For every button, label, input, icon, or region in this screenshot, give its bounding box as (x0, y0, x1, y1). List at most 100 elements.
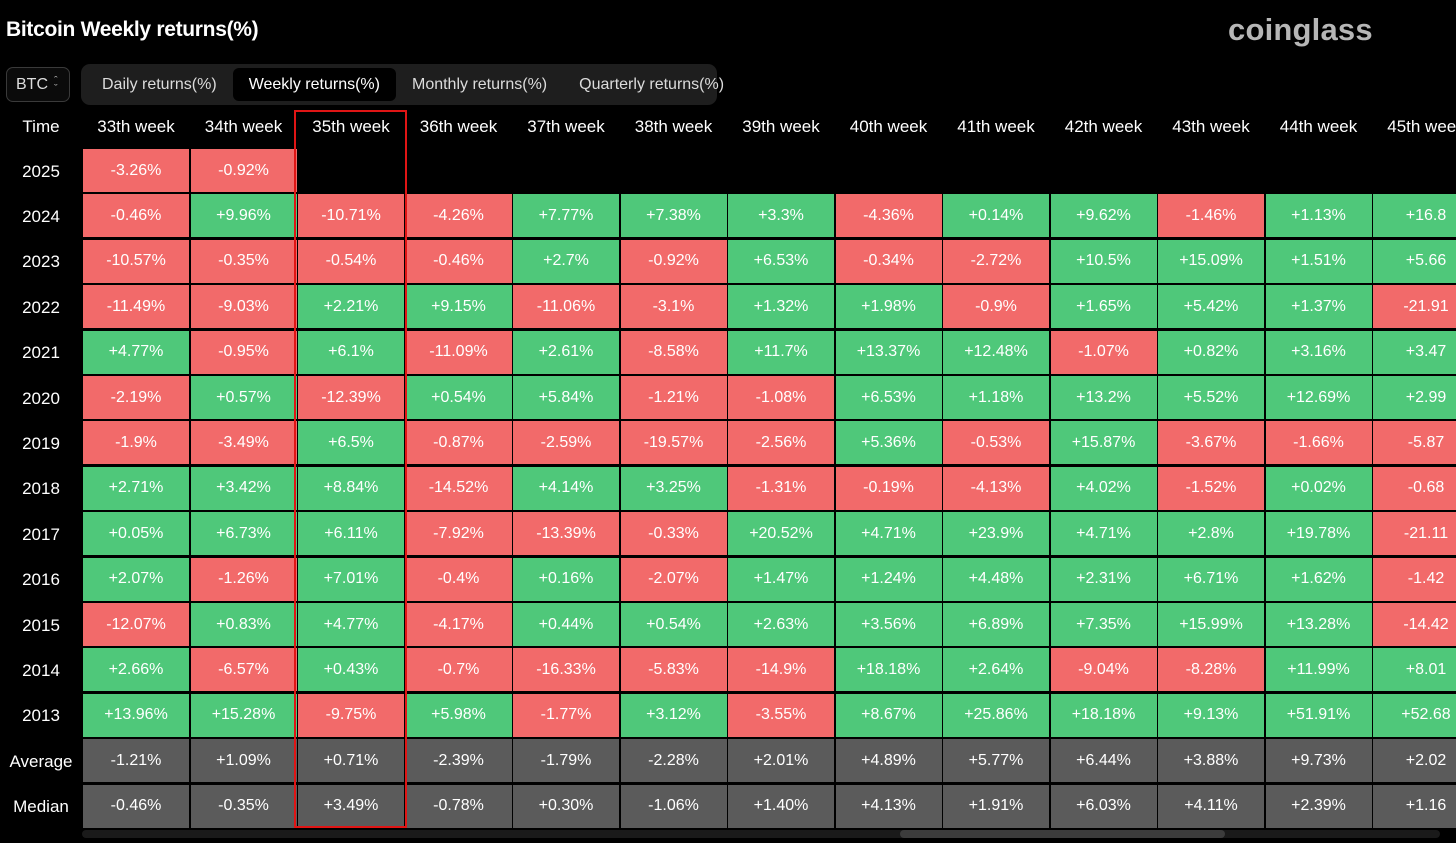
return-cell: +18.18% (835, 648, 942, 692)
return-cell: -0.87% (405, 421, 512, 465)
return-cell: -0.53% (943, 421, 1049, 465)
return-cell: +2.63% (728, 603, 834, 646)
return-cell: -0.19% (835, 466, 942, 510)
table-row: 2017 +0.05% +6.73% +6.11% -7.92% -13.39% -0.33… (0, 512, 1456, 557)
horizontal-scrollbar-track[interactable] (82, 830, 1440, 838)
return-cell: -12.07% (83, 603, 189, 646)
return-cell: +4.71% (1050, 512, 1157, 556)
return-cell: +20.52% (728, 512, 834, 556)
return-cell: +1.65% (1050, 285, 1157, 329)
return-cell: +1.40% (728, 784, 834, 828)
summary-row: Average -1.21% +1.09% +0.71% -2.39% -1.79% -2.… (0, 739, 1456, 784)
horizontal-scrollbar-thumb[interactable] (900, 830, 1225, 838)
return-cell: +3.25% (620, 466, 727, 510)
return-cell: +0.54% (405, 376, 512, 419)
return-cell: -11.49% (83, 285, 189, 329)
weekly-returns-table: Time 33th week 34th week 35th week 36th week… (0, 108, 1456, 830)
return-cell: +1.24% (835, 557, 942, 601)
return-cell: -5.87 (1373, 421, 1456, 465)
return-cell: +1.13% (1265, 194, 1372, 238)
summary-row: Median -0.46% -0.35% +3.49% -0.78% +0.30% -1.0… (0, 784, 1456, 830)
return-cell: -13.39% (513, 512, 619, 556)
tab-monthly-returns[interactable]: Monthly returns(%) (411, 75, 548, 93)
brand-logo: coinglass (1228, 12, 1373, 47)
tab-weekly-returns[interactable]: Weekly returns(%) (232, 68, 396, 101)
column-header: 37th week (527, 117, 605, 136)
return-cell: +8.84% (298, 466, 404, 510)
column-header: 33th week (97, 117, 175, 136)
return-cell: +4.71% (835, 512, 942, 556)
return-cell: +7.77% (513, 194, 619, 238)
return-cell: -1.21% (83, 739, 189, 783)
row-label: 2017 (22, 524, 60, 544)
table-row: 2023 -10.57% -0.35% -0.54% -0.46% +2.7% -0.92%… (0, 239, 1456, 285)
return-cell: +4.14% (513, 466, 619, 510)
return-cell: +2.64% (943, 648, 1049, 692)
return-cell: +1.98% (835, 285, 942, 329)
return-cell: +11.99% (1265, 648, 1372, 692)
return-cell: -1.31% (728, 466, 834, 510)
return-cell: -2.56% (728, 421, 834, 465)
return-cell: -3.55% (728, 693, 834, 737)
return-cell: -1.46% (1158, 194, 1264, 238)
row-label: 2020 (22, 388, 60, 408)
return-cell: +0.14% (943, 194, 1049, 238)
return-cell: +0.54% (620, 603, 727, 646)
table-header-row: Time 33th week 34th week 35th week 36th week… (0, 108, 1456, 153)
return-cell: -0.33% (620, 512, 727, 556)
return-cell: -1.42 (1373, 557, 1456, 601)
return-cell: +2.01% (728, 739, 834, 783)
return-cell: -0.95% (190, 330, 297, 374)
return-cell: -6.57% (190, 648, 297, 692)
return-cell: +2.7% (513, 239, 619, 283)
return-cell: +9.96% (190, 194, 297, 238)
column-header: 38th week (634, 117, 713, 136)
returns-tabs: Daily returns(%) Weekly returns(%) Month… (81, 64, 724, 105)
return-cell: +0.82% (1158, 330, 1264, 374)
return-cell: +6.11% (298, 512, 404, 556)
return-cell: -9.75% (298, 693, 404, 737)
return-cell: -1.66% (1265, 421, 1372, 465)
tab-quarterly-returns[interactable]: Quarterly returns(%) (579, 75, 725, 93)
return-cell: +1.09% (190, 739, 297, 783)
return-cell: -11.06% (513, 285, 619, 329)
table-row: 2024 -0.46% +9.96% -10.71% -4.26% +7.77% +7.38… (0, 194, 1456, 239)
return-cell: +2.02 (1373, 739, 1456, 783)
row-label: 2022 (22, 297, 60, 317)
return-cell: -0.92% (190, 149, 297, 192)
table-row: 2015 -12.07% +0.83% +4.77% -4.17% +0.44% +0.54… (0, 603, 1456, 648)
column-header: 43th week (1172, 117, 1250, 136)
return-cell: -14.9% (728, 648, 834, 692)
row-label: 2021 (22, 343, 60, 363)
return-cell: +3.3% (728, 194, 834, 238)
return-cell: -0.54% (298, 239, 404, 283)
return-cell: +6.53% (835, 376, 942, 419)
table-row: 2020 -2.19% +0.57% -12.39% +0.54% +5.84% -1.21… (0, 376, 1456, 421)
return-cell: -1.26% (190, 557, 297, 601)
return-cell: +51.91% (1265, 693, 1372, 737)
column-header: 44th week (1279, 117, 1358, 136)
return-cell: +12.69% (1265, 376, 1372, 419)
return-cell: +1.32% (728, 285, 834, 329)
return-cell: -3.67% (1158, 421, 1264, 465)
return-cell: +5.77% (943, 739, 1049, 783)
return-cell: -9.04% (1050, 648, 1157, 692)
page-title: Bitcoin Weekly returns(%) (6, 18, 259, 41)
return-cell: +5.84% (513, 376, 619, 419)
return-cell: +5.36% (835, 421, 942, 465)
return-cell: +7.35% (1050, 603, 1157, 646)
return-cell: +4.02% (1050, 466, 1157, 510)
return-cell: +6.53% (728, 239, 834, 283)
return-cell: +8.01 (1373, 648, 1456, 692)
return-cell: -4.13% (943, 466, 1049, 510)
return-cell: +0.71% (298, 739, 404, 783)
return-cell: -9.03% (190, 285, 297, 329)
return-cell: -0.35% (190, 239, 297, 283)
return-cell: -1.77% (513, 693, 619, 737)
return-cell: +0.16% (513, 557, 619, 601)
column-header: 45th week (1387, 117, 1456, 136)
return-cell: -0.34% (835, 239, 942, 283)
tab-daily-returns[interactable]: Daily returns(%) (102, 75, 217, 93)
return-cell: -0.78% (405, 784, 512, 828)
